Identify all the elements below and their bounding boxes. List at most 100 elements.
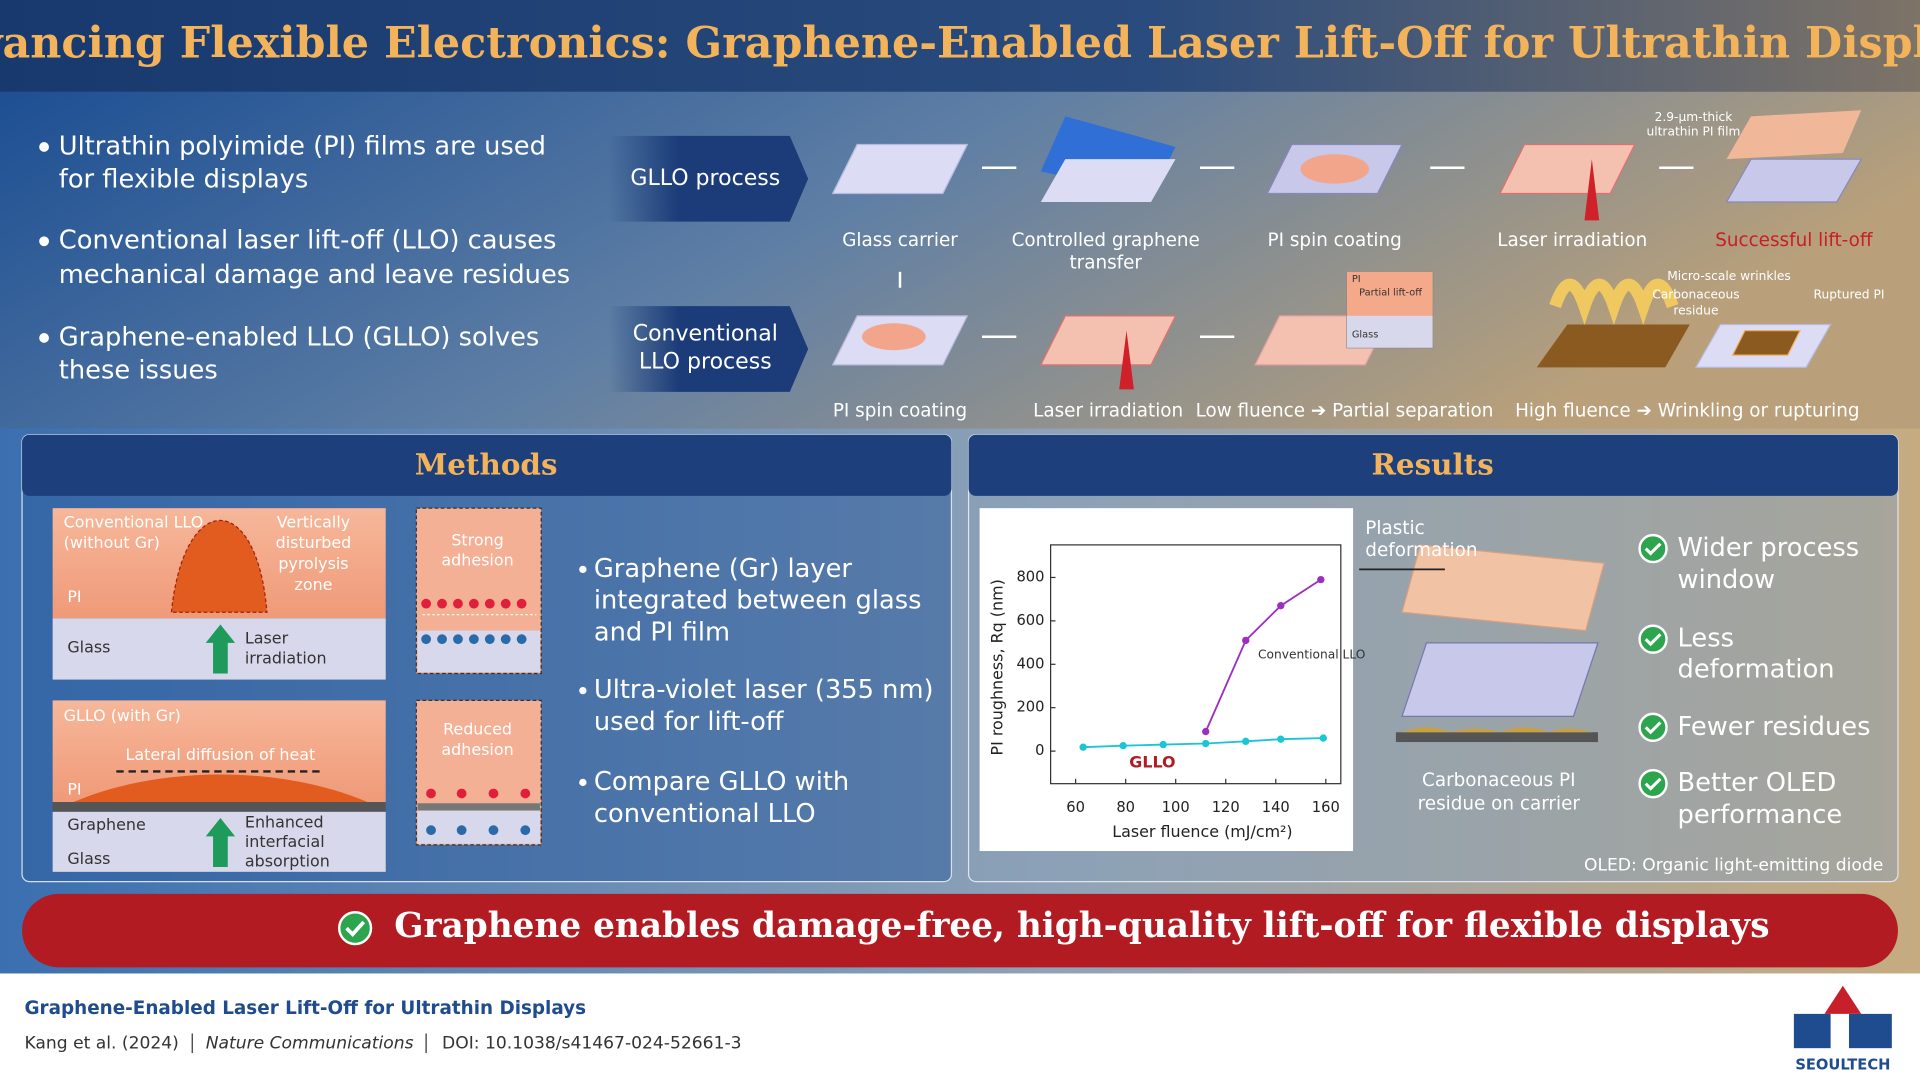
data-point <box>1242 737 1250 746</box>
damage-label: Micro-scale wrinkles <box>1667 269 1791 283</box>
footnote: OLED: Organic light-emitting diode <box>1584 856 1883 876</box>
step-label: Glass carrier <box>842 230 958 251</box>
step-label: Controlled graphene <box>1012 230 1200 251</box>
bullet-text: mechanical damage and leave residues <box>59 260 570 290</box>
layer-label: Glass <box>67 637 110 656</box>
process-label: LLO process <box>639 349 772 374</box>
arrow-label: Enhanced <box>245 812 324 831</box>
arrow-label: Laser <box>245 629 289 648</box>
damage-label: residue <box>1673 304 1718 318</box>
banner-text: Graphene enables damage-free, high-quali… <box>394 906 1769 946</box>
process-label: GLLO process <box>630 166 780 191</box>
x-tick-label: 160 <box>1312 799 1340 816</box>
y-tick-label: 200 <box>1016 699 1044 716</box>
layer-label: PI <box>67 587 81 606</box>
panel-title: Results <box>1372 447 1494 482</box>
graphene-glass <box>1725 158 1863 203</box>
arrow-label: irradiation <box>245 648 327 667</box>
data-point <box>1079 743 1087 751</box>
y-axis-title: PI roughness, Rq (nm) <box>987 579 1006 755</box>
step-label: Successful lift-off <box>1715 230 1873 251</box>
bullet-dot <box>579 686 587 695</box>
x-tick-label: 60 <box>1066 799 1085 816</box>
bullet-dot <box>39 142 49 152</box>
x-tick-label: 120 <box>1212 799 1240 816</box>
chart-background <box>979 508 1354 852</box>
x-tick-label: 140 <box>1262 799 1290 816</box>
pi-drop <box>862 323 926 351</box>
data-point <box>1277 735 1285 743</box>
bullet-text: Ultrathin polyimide (PI) films are used <box>59 131 546 161</box>
data-point <box>1277 602 1285 610</box>
carrier <box>1395 732 1598 743</box>
inset-glass <box>1346 315 1433 348</box>
step-label: PI spin coating <box>833 400 967 421</box>
step-label: Laser irradiation <box>1033 400 1183 421</box>
bullet-text: Graphene-enabled LLO (GLLO) solves <box>59 322 540 352</box>
process-tag <box>608 135 809 222</box>
series-line <box>1204 578 1322 732</box>
laser-beam <box>1584 159 1600 221</box>
inset-label: Reduced <box>443 719 512 738</box>
bullet-dot <box>579 778 587 787</box>
pi-drop <box>1300 154 1369 184</box>
data-point <box>1202 739 1210 748</box>
panel-header <box>968 434 1898 496</box>
data-point <box>1119 742 1127 750</box>
check-icons <box>1638 533 1668 799</box>
zone-label: zone <box>294 575 332 594</box>
journal: Nature Communications <box>206 1033 414 1053</box>
inset-graphene <box>417 803 540 811</box>
x-axis-title: Laser fluence (mJ/cm²) <box>1112 822 1292 841</box>
data-point <box>1317 575 1325 584</box>
benefit: Wider process <box>1678 533 1860 563</box>
inset-label: PI <box>1352 274 1361 285</box>
bullet-text: Conventional laser lift-off (LLO) causes <box>59 226 557 256</box>
layer-label: Graphene <box>67 815 145 834</box>
graphene-glass <box>1401 642 1599 717</box>
bullet-dot <box>39 333 49 343</box>
step-label: PI spin coating <box>1268 230 1402 251</box>
diagram-title: GLLO (with Gr) <box>64 706 181 725</box>
data-point <box>1319 734 1327 742</box>
bullet-dot <box>579 565 587 574</box>
methods-panel: Methods Conventional LLO (without Gr) Ve… <box>21 434 953 883</box>
layer-label: Glass <box>67 849 110 868</box>
layer-label: PI <box>67 779 81 798</box>
benefit: Better OLED <box>1678 768 1837 798</box>
inset-label: Strong <box>451 531 503 550</box>
deformed-film <box>1401 544 1605 632</box>
lifted-film <box>1726 110 1862 160</box>
pyrolysis-zone <box>170 519 268 613</box>
panel-header <box>22 434 952 496</box>
heat-zone <box>73 774 368 803</box>
inset-label: adhesion <box>441 550 513 569</box>
footer-bg <box>0 973 1920 1080</box>
annotation: Plastic <box>1365 518 1424 539</box>
bullet-text: Compare GLLO with <box>594 767 849 797</box>
data-point <box>1159 740 1167 749</box>
bullet-text: and PI film <box>594 618 730 648</box>
adhesion-dots <box>426 788 531 836</box>
residue-slab <box>1536 324 1690 368</box>
results-panel: Results Laser fluence (mJ/cm²) PI roughn… <box>967 434 1899 883</box>
y-tick-label: 0 <box>1035 742 1044 759</box>
bullet-text: used for lift-off <box>594 707 785 737</box>
inset-pi <box>1346 271 1433 316</box>
footer: Graphene-Enabled Laser Lift-Off for Ultr… <box>0 973 1920 1080</box>
film-note: 2.9-µm-thick <box>1655 110 1734 124</box>
arrow-label: interfacial <box>245 832 325 851</box>
benefit: deformation <box>1678 654 1835 684</box>
process-tag <box>608 306 809 392</box>
step-label: Laser irradiation <box>1497 230 1647 251</box>
y-tick-label: 400 <box>1016 655 1044 672</box>
banner-bg <box>22 893 1898 968</box>
y-tick-label: 600 <box>1016 612 1044 629</box>
check-icon <box>337 911 373 946</box>
inset-glass <box>417 810 540 844</box>
y-tick-label: 800 <box>1016 568 1044 585</box>
pi-layer <box>1499 143 1636 195</box>
intro: Ultrathin polyimide (PI) films are used … <box>39 131 570 386</box>
x-tick-label: 80 <box>1116 799 1135 816</box>
